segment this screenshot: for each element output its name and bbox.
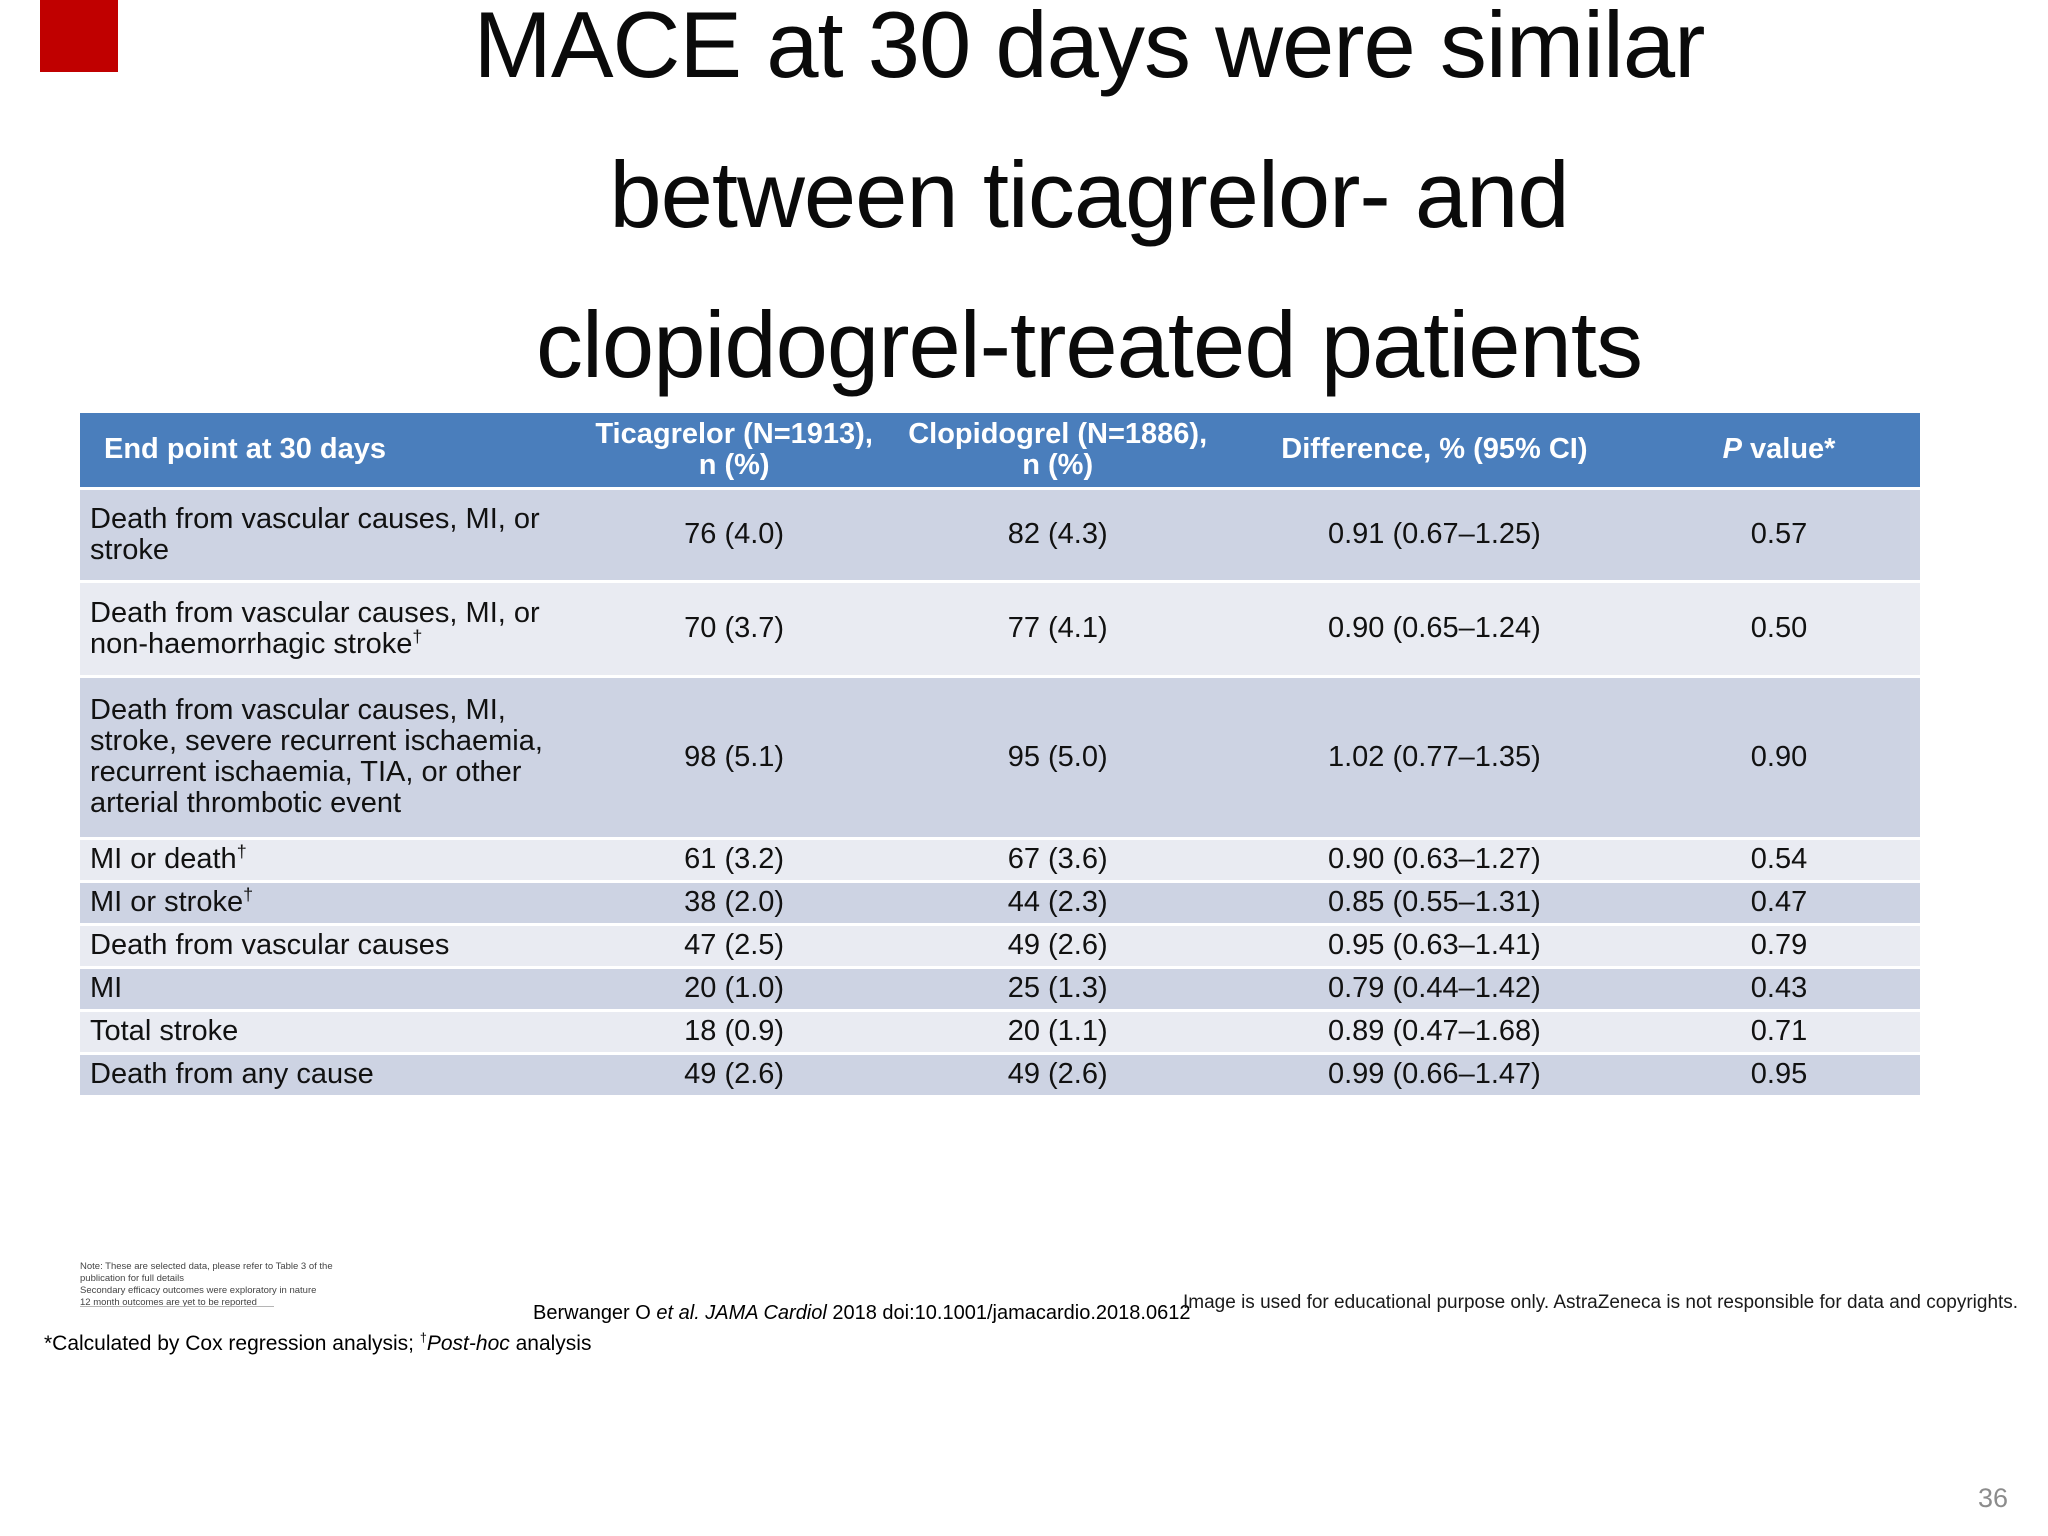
table-row: MI 20 (1.0) 25 (1.3) 0.79 (0.44–1.42) 0.… — [80, 967, 1920, 1012]
dagger-symbol: † — [419, 1331, 427, 1345]
table-row: Death from vascular causes, MI, stroke, … — [80, 676, 1920, 840]
header-pvalue: P value* — [1638, 413, 1920, 490]
pvalue-cell: 0.54 — [1638, 838, 1920, 883]
difference-cell: 0.99 (0.66–1.47) — [1230, 1053, 1639, 1098]
pvalue-cell: 0.71 — [1638, 1010, 1920, 1055]
endpoint-cell: MI or stroke† — [80, 881, 584, 926]
ticagrelor-cell: 49 (2.6) — [583, 1053, 885, 1098]
clopidogrel-cell: 49 (2.6) — [884, 924, 1231, 969]
endpoint-cell: MI or death† — [80, 838, 584, 883]
page-number: 36 — [1978, 1483, 2009, 1513]
red-accent-block — [40, 0, 118, 72]
clopidogrel-cell: 77 (4.1) — [884, 581, 1231, 678]
difference-cell: 0.95 (0.63–1.41) — [1230, 924, 1639, 969]
pvalue-cell: 0.47 — [1638, 881, 1920, 926]
slide-title-line2: between ticagrelor- and — [609, 142, 1569, 247]
difference-cell: 0.90 (0.63–1.27) — [1230, 838, 1639, 883]
citation-author: Berwanger O — [533, 1302, 657, 1324]
endpoint-cell: Death from any cause — [80, 1053, 584, 1098]
citation: Berwanger O et al. JAMA Cardiol 2018 doi… — [533, 1302, 1190, 1325]
pvalue-cell: 0.79 — [1638, 924, 1920, 969]
pvalue-cell: 0.57 — [1638, 488, 1920, 583]
ticagrelor-cell: 76 (4.0) — [583, 488, 885, 583]
difference-cell: 0.90 (0.65–1.24) — [1230, 581, 1639, 678]
difference-cell: 0.79 (0.44–1.42) — [1230, 967, 1639, 1012]
table-row: Total stroke 18 (0.9) 20 (1.1) 0.89 (0.4… — [80, 1010, 1920, 1055]
table-row: Death from vascular causes, MI, or strok… — [80, 488, 1920, 583]
table-header-row: End point at 30 days Ticagrelor (N=1913)… — [80, 413, 1920, 490]
citation-doi: 2018 doi:10.1001/jamacardio.2018.0612 — [826, 1302, 1191, 1324]
educational-disclaimer: Image is used for educational purpose on… — [1183, 1292, 2019, 1313]
slide-title-line3: clopidogrel-treated patients — [536, 292, 1643, 397]
clopidogrel-cell: 49 (2.6) — [884, 1053, 1231, 1098]
ticagrelor-cell: 20 (1.0) — [583, 967, 885, 1012]
clopidogrel-cell: 67 (3.6) — [884, 838, 1231, 883]
clopidogrel-cell: 95 (5.0) — [884, 676, 1231, 840]
endpoint-cell: Death from vascular causes, MI, stroke, … — [80, 676, 584, 840]
mace-table: End point at 30 days Ticagrelor (N=1913)… — [80, 413, 1920, 1098]
ticagrelor-cell: 70 (3.7) — [583, 581, 885, 678]
table-row: Death from vascular causes, MI, or non-h… — [80, 581, 1920, 678]
clopidogrel-cell: 20 (1.1) — [884, 1010, 1231, 1055]
difference-cell: 0.89 (0.47–1.68) — [1230, 1010, 1639, 1055]
header-difference: Difference, % (95% CI) — [1230, 413, 1639, 490]
pvalue-cell: 0.90 — [1638, 676, 1920, 840]
endpoint-cell: Death from vascular causes, MI, or non-h… — [80, 581, 584, 678]
header-ticagrelor: Ticagrelor (N=1913), n (%) — [583, 413, 885, 490]
slide-title: MACE at 30 days were similar between tic… — [130, 0, 2048, 420]
pvalue-cell: 0.43 — [1638, 967, 1920, 1012]
selected-data-note: Note: These are selected data, please re… — [80, 1261, 333, 1308]
ticagrelor-cell: 61 (3.2) — [583, 838, 885, 883]
ticagrelor-cell: 47 (2.5) — [583, 924, 885, 969]
table-row: Death from any cause 49 (2.6) 49 (2.6) 0… — [80, 1053, 1920, 1098]
difference-cell: 0.85 (0.55–1.31) — [1230, 881, 1639, 926]
header-endpoint: End point at 30 days — [80, 413, 584, 490]
endpoint-cell: Total stroke — [80, 1010, 584, 1055]
endpoint-cell: MI — [80, 967, 584, 1012]
pvalue-cell: 0.50 — [1638, 581, 1920, 678]
note-divider — [80, 1306, 274, 1307]
header-pvalue-rest: value* — [1741, 433, 1836, 466]
header-pvalue-p: P — [1722, 433, 1742, 466]
endpoint-cell: Death from vascular causes — [80, 924, 584, 969]
endpoint-cell: Death from vascular causes, MI, or strok… — [80, 488, 584, 583]
clopidogrel-cell: 82 (4.3) — [884, 488, 1231, 583]
ticagrelor-cell: 98 (5.1) — [583, 676, 885, 840]
table-row: MI or death† 61 (3.2) 67 (3.6) 0.90 (0.6… — [80, 838, 1920, 883]
analysis-text: analysis — [509, 1332, 592, 1355]
difference-cell: 1.02 (0.77–1.35) — [1230, 676, 1639, 840]
cox-regression-footnote: *Calculated by Cox regression analysis; … — [44, 1331, 591, 1356]
post-hoc-text: Post-hoc — [426, 1332, 510, 1355]
pvalue-cell: 0.95 — [1638, 1053, 1920, 1098]
slide-title-line1: MACE at 30 days were similar — [473, 0, 1706, 97]
table-row: MI or stroke† 38 (2.0) 44 (2.3) 0.85 (0.… — [80, 881, 1920, 926]
clopidogrel-cell: 25 (1.3) — [884, 967, 1231, 1012]
ticagrelor-cell: 38 (2.0) — [583, 881, 885, 926]
header-clopidogrel: Clopidogrel (N=1886), n (%) — [884, 413, 1231, 490]
clopidogrel-cell: 44 (2.3) — [884, 881, 1231, 926]
cox-footnote-text: *Calculated by Cox regression analysis; — [44, 1332, 420, 1355]
citation-journal: et al. JAMA Cardiol — [656, 1302, 827, 1324]
table-row: Death from vascular causes 47 (2.5) 49 (… — [80, 924, 1920, 969]
difference-cell: 0.91 (0.67–1.25) — [1230, 488, 1639, 583]
ticagrelor-cell: 18 (0.9) — [583, 1010, 885, 1055]
